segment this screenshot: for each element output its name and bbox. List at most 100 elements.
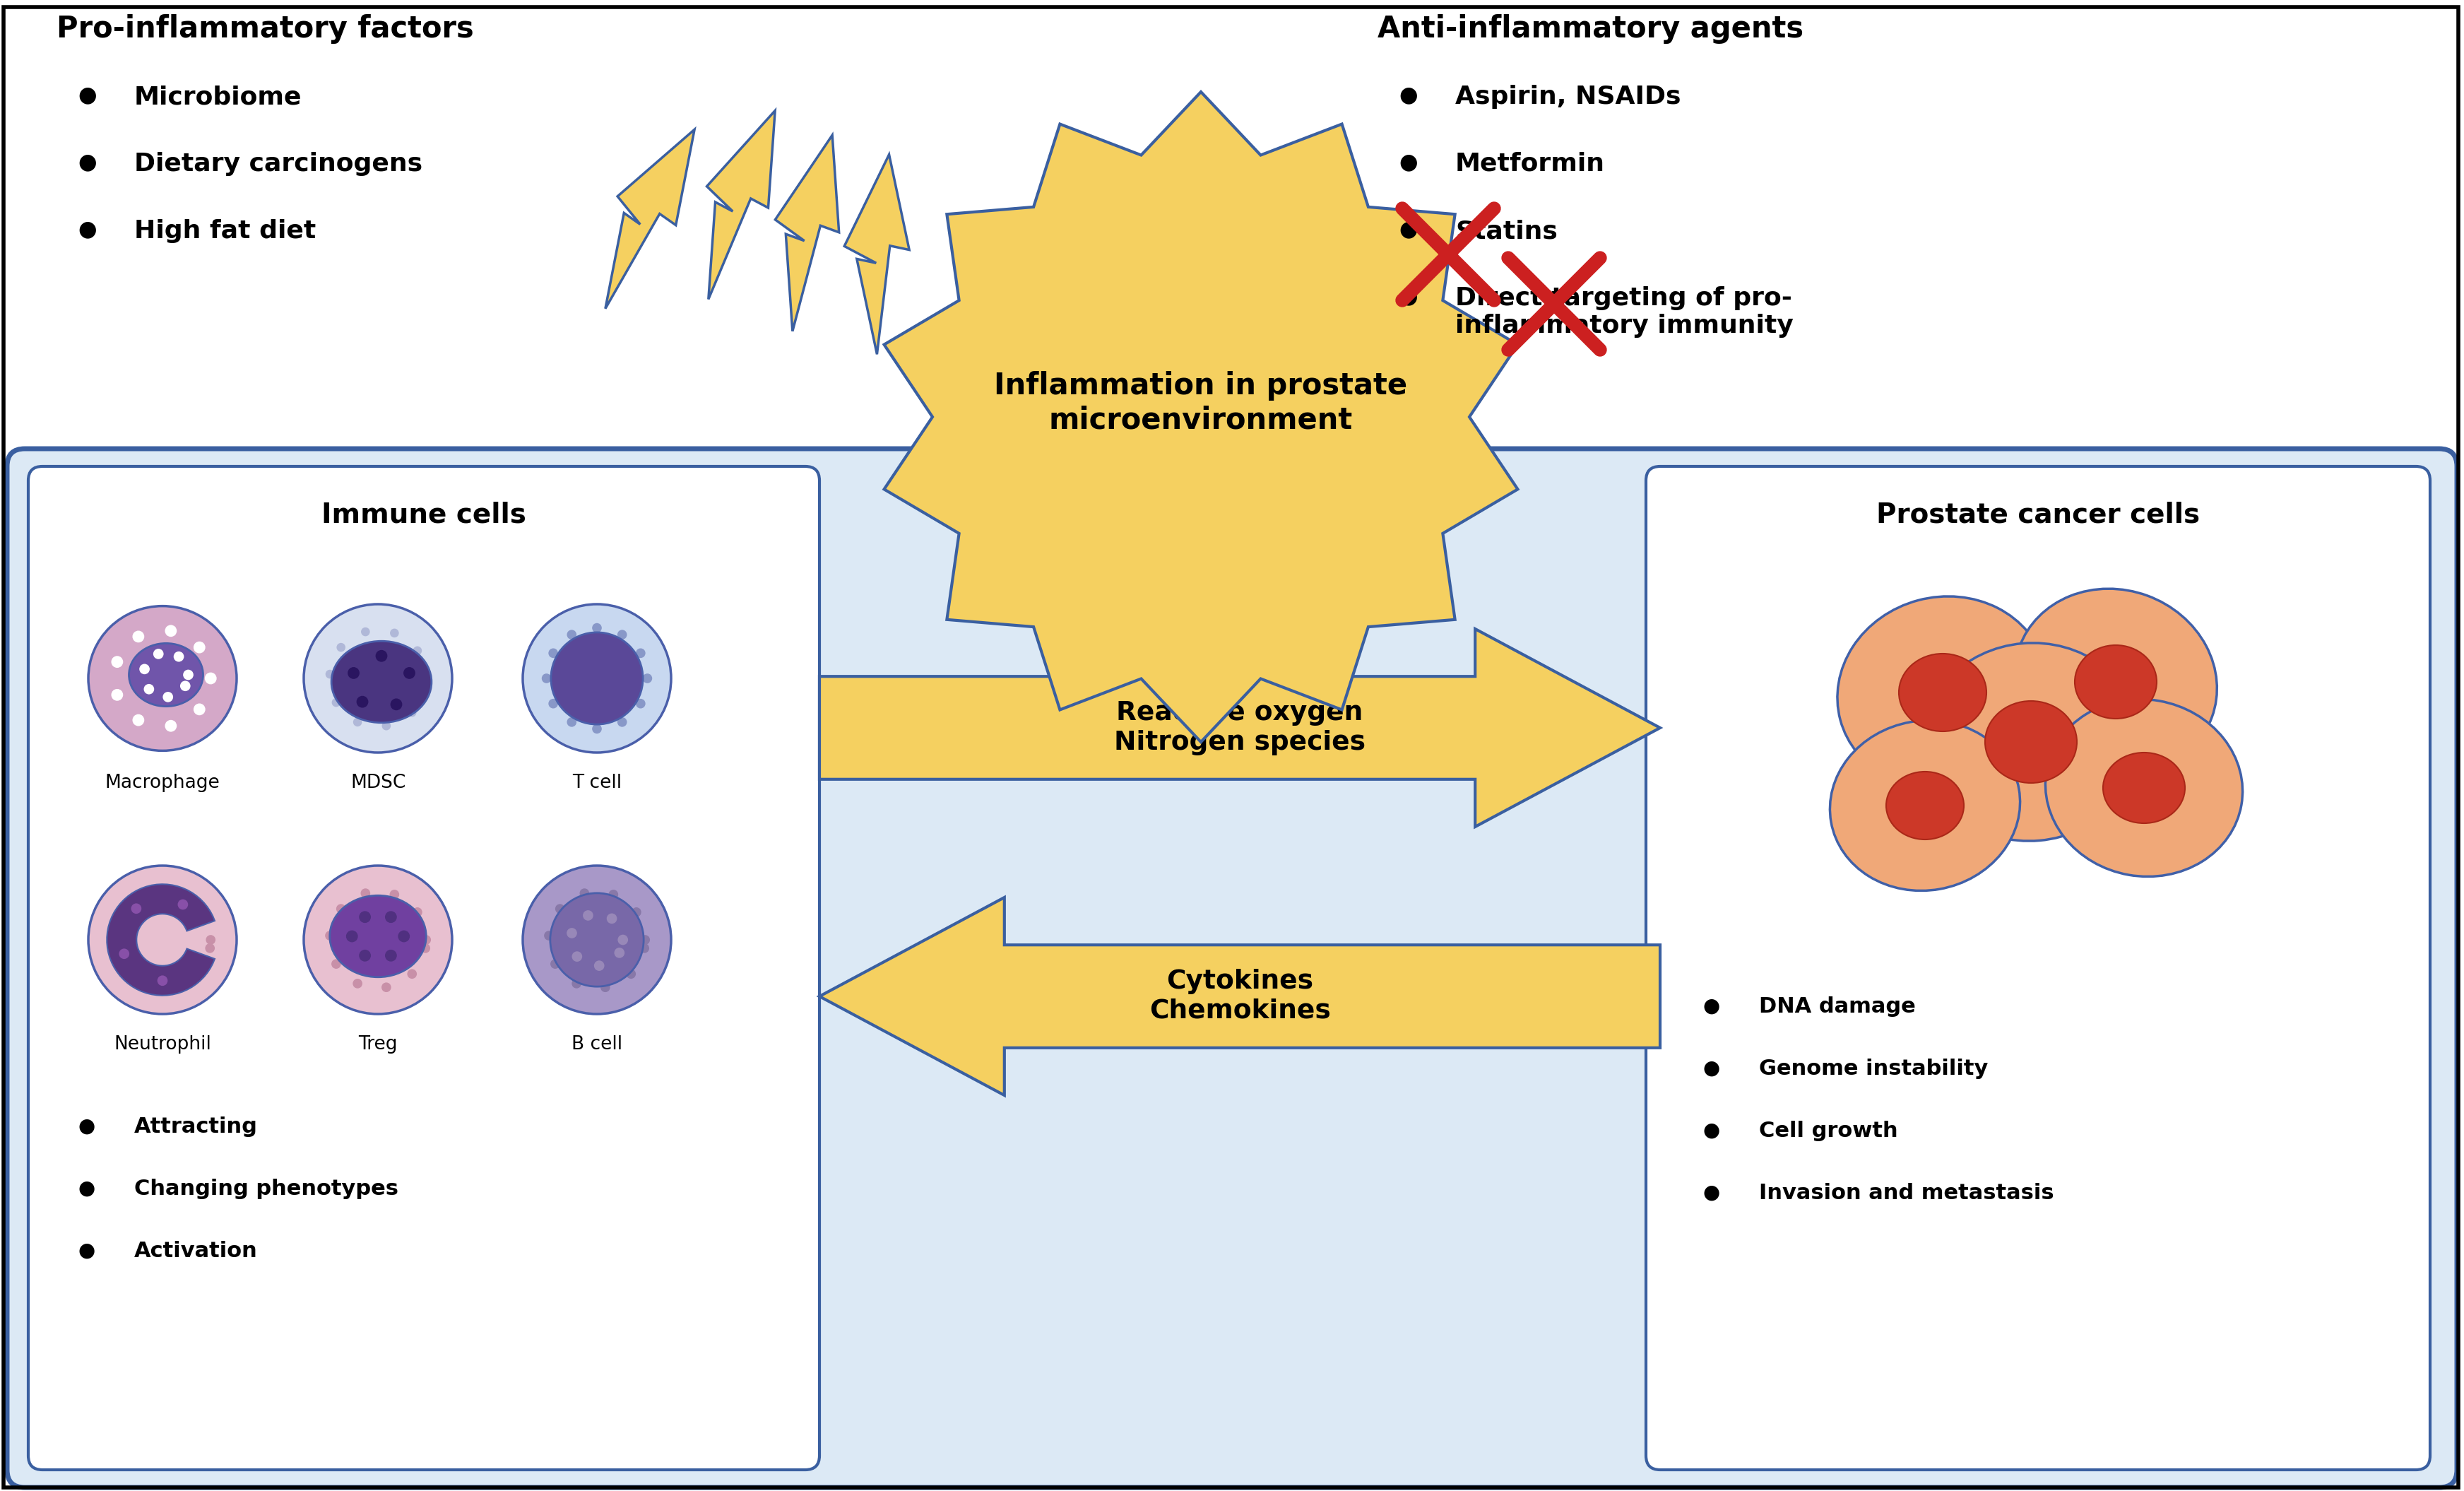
Text: Reactive oxygen
Nitrogen species: Reactive oxygen Nitrogen species xyxy=(1114,701,1365,756)
Circle shape xyxy=(421,674,431,683)
Circle shape xyxy=(362,628,370,637)
Circle shape xyxy=(207,935,214,945)
Circle shape xyxy=(567,717,577,728)
Polygon shape xyxy=(821,629,1661,828)
Circle shape xyxy=(165,625,177,637)
Text: ●: ● xyxy=(1400,219,1417,240)
Circle shape xyxy=(175,890,185,899)
Circle shape xyxy=(352,978,362,989)
FancyBboxPatch shape xyxy=(7,449,2457,1488)
Circle shape xyxy=(335,904,345,914)
Text: B cell: B cell xyxy=(572,1035,623,1054)
Circle shape xyxy=(118,948,128,959)
Text: Dietary carcinogens: Dietary carcinogens xyxy=(133,152,421,176)
Circle shape xyxy=(626,969,636,978)
Circle shape xyxy=(325,669,335,678)
Circle shape xyxy=(195,641,205,653)
Circle shape xyxy=(567,927,577,938)
Text: MDSC: MDSC xyxy=(350,774,407,792)
Circle shape xyxy=(145,889,155,898)
Circle shape xyxy=(177,899,187,910)
Circle shape xyxy=(572,978,582,989)
Text: Anti-inflammatory agents: Anti-inflammatory agents xyxy=(1377,13,1804,43)
Circle shape xyxy=(143,684,155,695)
Text: Metformin: Metformin xyxy=(1456,152,1604,176)
Circle shape xyxy=(389,890,399,899)
Circle shape xyxy=(554,904,564,914)
Circle shape xyxy=(572,951,582,962)
Text: Inflammation in prostate
microenvironment: Inflammation in prostate microenvironmen… xyxy=(995,371,1407,435)
Text: Cell growth: Cell growth xyxy=(1759,1121,1897,1141)
Text: Neutrophil: Neutrophil xyxy=(113,1035,212,1054)
Circle shape xyxy=(643,674,653,683)
Text: Statins: Statins xyxy=(1456,219,1557,243)
Circle shape xyxy=(384,950,397,962)
Ellipse shape xyxy=(1922,643,2141,841)
Circle shape xyxy=(165,983,175,992)
Circle shape xyxy=(192,969,202,978)
Text: Cytokines
Chemokines: Cytokines Chemokines xyxy=(1148,969,1331,1024)
Text: ●: ● xyxy=(1703,1182,1720,1203)
Polygon shape xyxy=(707,110,776,300)
Circle shape xyxy=(303,604,451,753)
Circle shape xyxy=(180,681,190,692)
Polygon shape xyxy=(776,136,840,331)
Circle shape xyxy=(89,866,237,1014)
Circle shape xyxy=(549,959,559,969)
Circle shape xyxy=(594,960,604,971)
Circle shape xyxy=(133,714,145,726)
Circle shape xyxy=(138,978,148,989)
Circle shape xyxy=(522,866,670,1014)
Polygon shape xyxy=(885,92,1518,743)
Circle shape xyxy=(195,704,205,716)
Circle shape xyxy=(382,983,392,992)
Text: ●: ● xyxy=(1703,1059,1720,1078)
Text: ●: ● xyxy=(79,1241,94,1260)
Circle shape xyxy=(345,930,357,942)
Circle shape xyxy=(618,717,626,728)
Ellipse shape xyxy=(1900,653,1986,732)
Circle shape xyxy=(360,889,370,898)
Circle shape xyxy=(140,663,150,674)
Circle shape xyxy=(205,944,214,953)
Circle shape xyxy=(601,983,611,992)
Circle shape xyxy=(131,904,140,914)
Text: ●: ● xyxy=(79,85,96,106)
Circle shape xyxy=(591,725,601,734)
Text: Pro-inflammatory factors: Pro-inflammatory factors xyxy=(57,13,473,43)
Circle shape xyxy=(636,649,646,658)
Circle shape xyxy=(121,904,131,914)
Circle shape xyxy=(133,631,145,643)
Circle shape xyxy=(421,944,431,953)
Circle shape xyxy=(333,698,340,707)
Circle shape xyxy=(347,666,360,678)
Circle shape xyxy=(584,910,594,920)
FancyBboxPatch shape xyxy=(27,467,821,1470)
Circle shape xyxy=(407,969,416,978)
Circle shape xyxy=(303,866,451,1014)
Circle shape xyxy=(407,708,416,717)
Polygon shape xyxy=(606,130,695,309)
Circle shape xyxy=(325,930,335,941)
Circle shape xyxy=(108,930,118,941)
Circle shape xyxy=(111,689,123,701)
Ellipse shape xyxy=(89,605,237,750)
Circle shape xyxy=(609,890,618,899)
Circle shape xyxy=(360,950,372,962)
Ellipse shape xyxy=(2102,753,2186,823)
Text: ●: ● xyxy=(1400,152,1417,173)
Ellipse shape xyxy=(2016,589,2218,775)
Circle shape xyxy=(384,911,397,923)
Circle shape xyxy=(330,959,340,969)
Circle shape xyxy=(205,672,217,684)
Circle shape xyxy=(116,959,126,969)
Circle shape xyxy=(552,632,643,725)
Circle shape xyxy=(389,629,399,638)
Text: ●: ● xyxy=(1703,1121,1720,1141)
Ellipse shape xyxy=(128,643,202,707)
Ellipse shape xyxy=(330,896,426,977)
Circle shape xyxy=(163,692,172,702)
Circle shape xyxy=(549,893,643,987)
Circle shape xyxy=(542,674,552,683)
Text: Direct targeting of pro-
inflammatory immunity: Direct targeting of pro- inflammatory im… xyxy=(1456,286,1794,338)
